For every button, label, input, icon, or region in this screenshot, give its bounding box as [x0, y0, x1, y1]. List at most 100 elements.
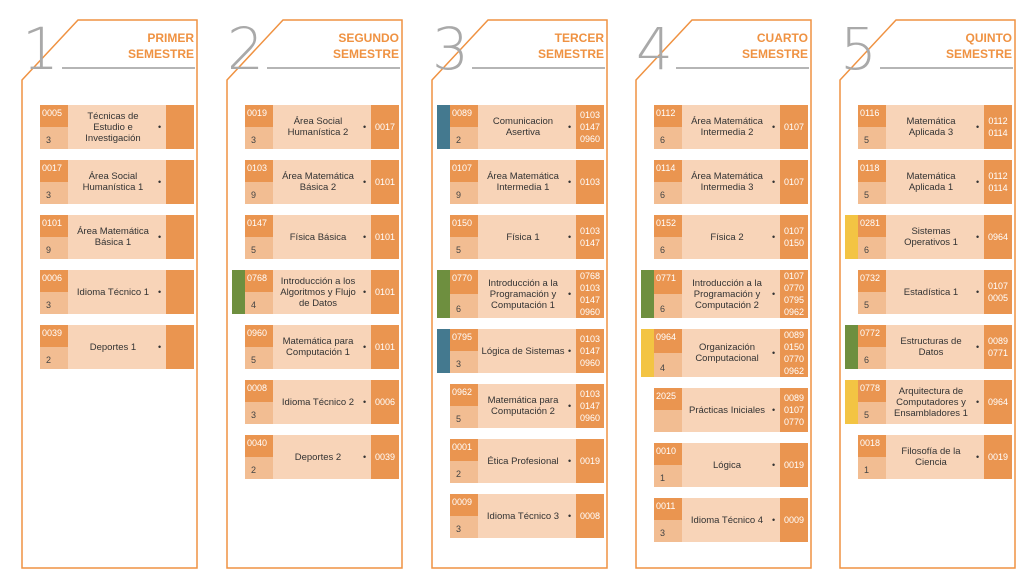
course-name: Área Social Humanística 2 [287, 116, 349, 138]
course-name: Lógica [713, 459, 741, 471]
prerequisite: 0019 [987, 452, 1009, 462]
course-credits: 2 [450, 460, 478, 483]
prerequisites: 0107 [780, 160, 808, 204]
bullet: • [568, 346, 572, 356]
semester-ordinal: TERCER [554, 31, 604, 45]
course-code-box: 0112 6 [654, 105, 682, 149]
course-card: 0150 5 Física 1 • 0103 0147 [450, 215, 604, 259]
panel-outline [839, 19, 1016, 569]
bullet: • [158, 342, 162, 352]
course-card: 0962 5 Matemática para Computación 2 • 0103 0… [450, 384, 604, 428]
prerequisites: 0103 0147 0960 [576, 384, 604, 428]
bullet: • [158, 122, 162, 132]
bullet: • [976, 287, 980, 297]
prerequisite: 0107 [987, 281, 1009, 291]
course-code-box: 0152 6 [654, 215, 682, 259]
prerequisite: 0107 [783, 226, 805, 236]
prerequisite: 0960 [579, 307, 601, 317]
course-credits: 3 [450, 515, 478, 538]
prerequisite: 0147 [579, 346, 601, 356]
course-card: 0005 3 Técnicas de Estudio e Investigación… [40, 105, 194, 149]
course-code: 0089 [450, 105, 478, 127]
prerequisite: 0107 [783, 271, 805, 281]
course-name: Matemática Aplicada 3 [906, 116, 956, 138]
course-code: 0001 [450, 439, 478, 461]
course-credits: 1 [654, 464, 682, 487]
bullet: • [772, 289, 776, 299]
prerequisites: 0768 0103 0147 0960 [576, 270, 604, 318]
course-credits: 3 [654, 519, 682, 542]
prerequisite: 0019 [579, 456, 601, 466]
course-code: 0019 [245, 105, 273, 127]
semester-number: 4 [636, 15, 673, 83]
course-name: Área Social Humanística 1 [82, 171, 144, 193]
course-name: Organización Computacional [695, 342, 759, 364]
prerequisites: 0101 [371, 160, 399, 204]
semester-column: 3 TERCER SEMESTRE 0089 2 Comunicacion Asertiv… [430, 18, 610, 570]
course-card: 0107 9 Área Matemática Intermedia 1 • 0103 [450, 160, 604, 204]
prerequisite: 0770 [783, 283, 805, 293]
course-code-box: 0010 1 [654, 443, 682, 487]
bullet: • [568, 401, 572, 411]
course-card: 0118 5 Matemática Aplicada 1 • 0112 0114 [858, 160, 1012, 204]
course-accent [845, 380, 858, 424]
course-code-box: 0107 9 [450, 160, 478, 204]
bullet: • [772, 405, 776, 415]
course-list: 0112 6 Área Matemática Intermedia 2 • 0107 01… [641, 105, 808, 542]
course-list: 0116 5 Matemática Aplicada 3 • 0112 0114 0118 5… [845, 105, 1012, 479]
prerequisites: 0112 0114 [984, 105, 1012, 149]
course-code-box: 0116 5 [858, 105, 886, 149]
course-credits: 5 [450, 405, 478, 428]
panel-border [635, 19, 812, 569]
course-code-box: 0732 5 [858, 270, 886, 314]
prerequisite: 0962 [783, 366, 805, 376]
semester-ordinal: PRIMER [147, 31, 194, 45]
prerequisite: 0112 [988, 116, 1008, 126]
bullet: • [363, 342, 367, 352]
course-accent [845, 215, 858, 259]
prerequisites: 0006 [371, 380, 399, 424]
course-code-box: 0089 2 [450, 105, 478, 149]
prerequisite: 0147 [579, 295, 601, 305]
course-card: 0960 5 Matemática para Computación 1 • 0101 [245, 325, 399, 369]
course-credits: 3 [40, 126, 68, 149]
course-code-box: 0039 2 [40, 325, 68, 369]
course-card: 0101 9 Área Matemática Básica 1 • [40, 215, 194, 259]
course-code: 0962 [450, 384, 478, 406]
prerequisites [166, 270, 194, 314]
prerequisite: 0150 [783, 342, 805, 352]
course-name: Deportes 2 [294, 451, 342, 463]
course-code-box: 0771 6 [654, 270, 682, 318]
bullet: • [772, 122, 776, 132]
course-credits: 9 [40, 236, 68, 259]
course-code: 0150 [450, 215, 478, 237]
course-name: Introducción a la Programación y Computa… [692, 277, 762, 311]
prerequisites [166, 105, 194, 149]
bullet: • [568, 122, 572, 132]
course-list: 0019 3 Área Social Humanística 2 • 0017 0103 9… [232, 105, 399, 479]
course-credits: 3 [245, 401, 273, 424]
course-card: 0011 3 Idioma Técnico 4 • 0009 [654, 498, 808, 542]
course-code: 0116 [858, 105, 886, 127]
course-name: Física 2 [710, 231, 744, 243]
semester-column: 2 SEGUNDO SEMESTRE 0019 3 Área Social Humanís… [225, 18, 405, 570]
course-credits: 5 [858, 181, 886, 204]
course-name: Área Matemática Intermedia 3 [691, 171, 763, 193]
course-code-box: 0006 3 [40, 270, 68, 314]
prerequisite: 0960 [579, 134, 601, 144]
panel-border [226, 19, 403, 569]
course-credits: 1 [858, 456, 886, 479]
prerequisites: 0112 0114 [984, 160, 1012, 204]
course-code: 0103 [245, 160, 273, 182]
prerequisites: 0103 0147 0960 [576, 329, 604, 373]
bullet: • [976, 452, 980, 462]
prerequisites: 0019 [576, 439, 604, 483]
semester-ordinal: SEGUNDO [338, 31, 399, 45]
course-credits: 2 [40, 346, 68, 369]
prerequisite: 0101 [374, 177, 396, 187]
prerequisite: 0960 [579, 358, 601, 368]
prerequisites: 0089 0771 [984, 325, 1012, 369]
course-credits: 6 [450, 293, 478, 318]
course-code-box: 0281 6 [858, 215, 886, 259]
course-code: 0152 [654, 215, 682, 237]
